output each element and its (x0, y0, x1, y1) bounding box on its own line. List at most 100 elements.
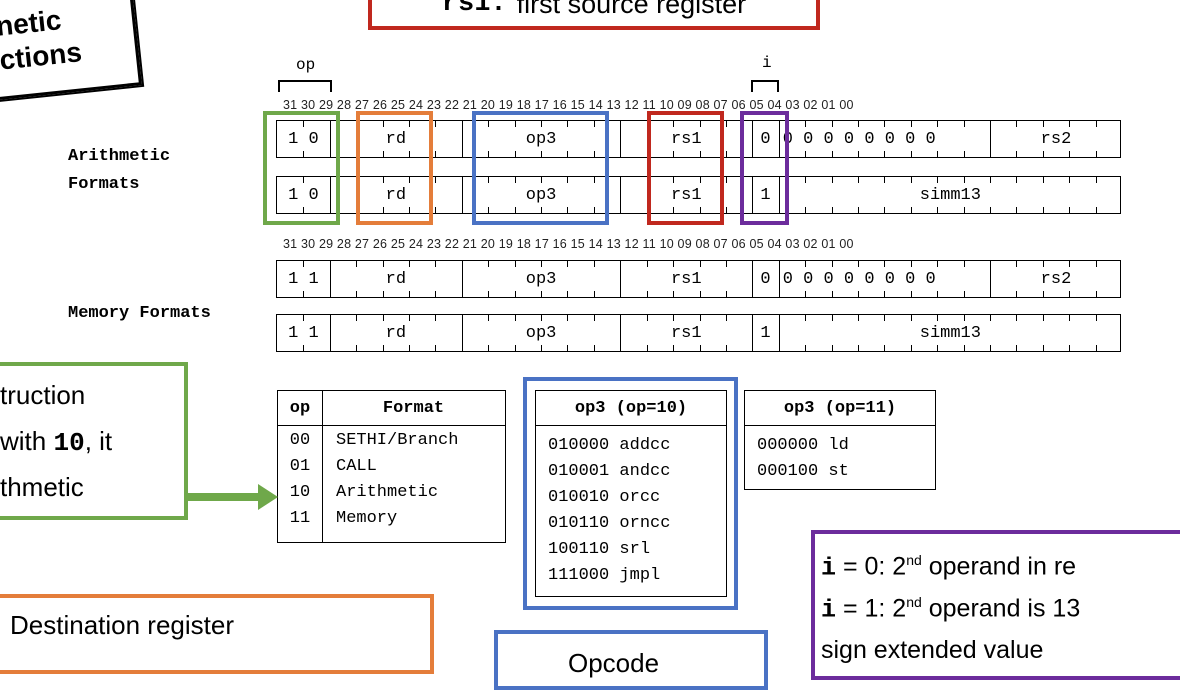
bit-tick (884, 151, 886, 157)
op3-field: op3 (525, 323, 557, 343)
field-divider (329, 176, 331, 214)
bit-tick (303, 207, 305, 213)
bit-tick (673, 207, 675, 213)
rd-highlight-box (356, 111, 433, 225)
field-divider (461, 120, 463, 158)
bit-tick (1042, 151, 1044, 157)
op3-mem-row: 000100 st (757, 461, 849, 481)
i-field: 1 (760, 323, 771, 343)
bit-tick (382, 345, 384, 351)
rs1-callout-text: first source register (516, 0, 747, 19)
bit-tick (937, 207, 939, 213)
op-field: 1 1 (288, 269, 319, 289)
bit-tick (488, 207, 490, 213)
bit-numbers-bottom: 31 30 29 28 27 26 25 24 23 22 21 20 19 1… (283, 237, 854, 251)
op-table-format: Arithmetic (336, 483, 439, 502)
bit-tick (725, 177, 727, 183)
bit-tick (725, 291, 727, 297)
bit-tick (567, 291, 569, 297)
bit-tick (1042, 291, 1044, 297)
bit-tick (963, 291, 965, 297)
bit-tick (1069, 315, 1071, 321)
bit-tick (989, 345, 991, 351)
op-callout-line-1: truction (0, 380, 86, 410)
bit-tick (1016, 315, 1018, 321)
bit-tick (541, 207, 543, 213)
formats-label: Formats (68, 175, 140, 194)
bit-tick (884, 207, 886, 213)
bit-tick (303, 151, 305, 157)
field-divider (778, 314, 780, 352)
bit-tick (567, 315, 569, 321)
bit-tick (1095, 207, 1097, 213)
bit-tick (725, 315, 727, 321)
rd-field: rd (385, 269, 407, 289)
field-divider (778, 120, 780, 158)
op-field: 1 1 (288, 323, 319, 343)
field-divider (329, 314, 331, 352)
bit-tick (857, 121, 859, 127)
bit-tick (699, 121, 701, 127)
op-field-label: op (296, 56, 316, 74)
bit-tick (963, 121, 965, 127)
bit-tick (567, 207, 569, 213)
bit-tick (963, 345, 965, 351)
bit-tick (646, 291, 648, 297)
op3-mem-table: op3 (op=11) 000000 ld 000100 st (744, 390, 936, 490)
bit-tick (857, 177, 859, 183)
rs2-field: rs2 (1040, 269, 1072, 289)
bit-tick (488, 177, 490, 183)
bit-tick (541, 345, 543, 351)
bit-tick (488, 345, 490, 351)
rs1-field: rs1 (670, 129, 702, 149)
bit-tick (1042, 261, 1044, 267)
bit-tick (435, 121, 437, 127)
bit-tick (937, 345, 939, 351)
bit-tick (937, 121, 939, 127)
bit-tick (303, 177, 305, 183)
bit-tick (937, 177, 939, 183)
bit-tick (646, 345, 648, 351)
i-field: 1 (760, 185, 771, 205)
i-highlight-box (740, 111, 789, 225)
format-row: 1 1 rd op3 rs1 0 0 0 0 0 0 0 0 0 rs2 (276, 260, 1121, 298)
rd-field: rd (385, 185, 407, 205)
field-divider (752, 176, 754, 214)
bit-tick (884, 345, 886, 351)
bit-tick (435, 177, 437, 183)
bit-tick (541, 315, 543, 321)
bit-tick (1095, 151, 1097, 157)
bit-tick (831, 315, 833, 321)
bit-tick (435, 315, 437, 321)
bit-tick (699, 207, 701, 213)
bit-tick (963, 315, 965, 321)
bit-tick (910, 291, 912, 297)
format-row: 1 0 rd op3 rs1 1 simm13 (276, 176, 1121, 214)
bit-tick (857, 151, 859, 157)
op3-mem-row: 000000 ld (757, 435, 849, 455)
bit-tick (435, 345, 437, 351)
op3-arith-row: 010010 orcc (548, 487, 661, 507)
op-table: op Format 00 SETHI/Branch 01 CALL 10 Arithmet… (277, 390, 506, 543)
bit-tick (857, 345, 859, 351)
bit-tick (409, 151, 411, 157)
bit-tick (963, 207, 965, 213)
bit-tick (831, 261, 833, 267)
bit-tick (541, 291, 543, 297)
rs1-field: rs1 (670, 269, 702, 289)
bit-tick (593, 315, 595, 321)
title-line-1: netic (0, 4, 63, 42)
i-callout-line-2: i = 1: 2nd operand is 13 (821, 594, 1081, 625)
bit-tick (593, 151, 595, 157)
op3-highlight-box (472, 111, 609, 225)
bit-tick (725, 207, 727, 213)
bit-tick (831, 345, 833, 351)
bit-tick (989, 207, 991, 213)
bit-tick (1042, 207, 1044, 213)
bit-tick (805, 121, 807, 127)
zero-field: 0 0 0 0 0 0 0 0 (782, 129, 936, 149)
bit-tick (910, 177, 912, 183)
bit-tick (937, 151, 939, 157)
op-table-code: 11 (289, 509, 311, 528)
bit-tick (831, 151, 833, 157)
